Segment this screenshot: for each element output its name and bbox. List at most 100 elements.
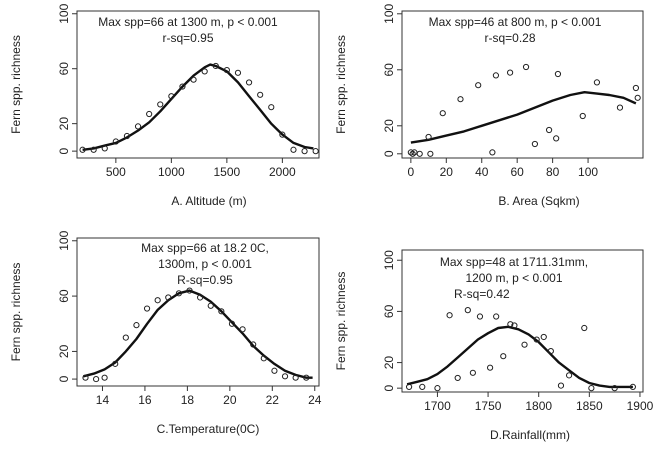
- chart-panel-2: 0 20 40 60 80 100 0 20 60 100 B. Area (Sqkm) Fern s…: [334, 3, 644, 208]
- data-point: [112, 138, 119, 145]
- x-tick-label: 1700: [424, 399, 451, 413]
- x-tick-label: 22: [266, 393, 280, 407]
- data-point: [588, 385, 595, 392]
- data-point: [581, 324, 588, 332]
- data-point: [201, 68, 208, 75]
- plot-frame: [76, 237, 320, 387]
- data-point: [632, 84, 640, 92]
- data-point: [533, 336, 540, 343]
- x-tick-label: 0: [408, 165, 415, 179]
- data-point: [553, 135, 560, 142]
- data-point: [257, 91, 264, 98]
- data-point: [427, 150, 434, 157]
- data-point: [101, 145, 108, 152]
- data-point: [565, 372, 573, 379]
- data-point: [234, 69, 242, 76]
- data-point: [82, 374, 89, 381]
- x-axis-label: B. Area (Sqkm): [498, 194, 579, 208]
- data-point: [271, 367, 278, 374]
- x-tick-label: 1750: [475, 399, 502, 413]
- data-point: [409, 150, 416, 157]
- stats-annotation: Max spp=66 at 1300 m, p < 0.001: [98, 15, 278, 29]
- data-point: [457, 96, 464, 103]
- y-tick-label: 0: [57, 147, 71, 154]
- data-point: [212, 62, 219, 70]
- y-tick-label: 100: [382, 3, 396, 23]
- x-tick-label: 500: [106, 165, 126, 179]
- data-point: [554, 70, 562, 78]
- x-tick-label: 14: [96, 393, 110, 407]
- stats-annotation: 1200 m, p < 0.001: [465, 271, 562, 285]
- data-point: [79, 146, 86, 153]
- data-point: [416, 150, 423, 157]
- data-point: [143, 305, 151, 312]
- plot-frame: [401, 10, 644, 159]
- data-point: [168, 93, 175, 100]
- data-point: [301, 148, 308, 155]
- data-point: [425, 133, 432, 141]
- x-tick-label: 2000: [269, 165, 296, 179]
- y-axis-label: Fern spp. richness: [334, 35, 348, 134]
- data-point: [476, 313, 484, 320]
- stats-annotation: r-sq=0.28: [484, 31, 535, 45]
- data-point: [579, 112, 586, 120]
- y-tick-label: 100: [57, 3, 71, 23]
- x-tick-label: 1000: [158, 165, 185, 179]
- y-axis-label: Fern spp. richness: [334, 272, 348, 371]
- data-point: [531, 140, 539, 148]
- x-tick-label: 1800: [525, 399, 552, 413]
- data-point: [175, 290, 182, 297]
- stats-annotation: Max spp=66 at 18.2 0C,: [141, 241, 269, 255]
- data-point: [439, 110, 446, 117]
- y-axis-label: Fern spp. richness: [9, 35, 23, 134]
- data-point: [545, 126, 553, 134]
- data-point: [279, 131, 286, 138]
- data-point: [475, 82, 482, 89]
- data-point: [634, 94, 641, 101]
- data-point: [281, 373, 289, 380]
- x-tick-label: 1500: [214, 165, 241, 179]
- data-point: [616, 104, 624, 111]
- data-point: [511, 322, 518, 329]
- x-tick-label: 40: [475, 165, 489, 179]
- data-point: [557, 382, 565, 389]
- data-point: [446, 312, 453, 319]
- x-tick-label: 20: [223, 393, 237, 407]
- data-point: [540, 333, 547, 341]
- data-point: [486, 364, 494, 371]
- data-point: [123, 132, 131, 140]
- data-point: [228, 320, 236, 327]
- chart-panel-3: 14 16 18 20 22 24 0 20 60 100 C.Temperature(0C) Fer…: [9, 230, 322, 436]
- data-point: [223, 66, 230, 74]
- data-point: [190, 76, 197, 83]
- data-point: [547, 347, 554, 355]
- stats-annotation: Max spp=46 at 800 m, p < 0.001: [429, 15, 602, 29]
- x-tick-label: 24: [308, 393, 322, 407]
- data-point: [629, 383, 636, 390]
- fitted-curve: [410, 91, 637, 144]
- y-tick-label: 60: [382, 63, 396, 77]
- data-point: [165, 294, 172, 301]
- y-tick-label: 0: [382, 385, 396, 392]
- x-axis-label: A. Altitude (m): [171, 194, 246, 208]
- data-point: [434, 385, 441, 392]
- chart-panel-4: 1700 1750 1800 1850 1900 0 20 60 100 D.Rainfall(m…: [334, 249, 654, 442]
- y-tick-label: 100: [57, 230, 71, 250]
- y-tick-label: 60: [57, 62, 71, 76]
- y-tick-label: 60: [382, 304, 396, 318]
- x-tick-label: 100: [578, 165, 598, 179]
- chart-panel-1: 500 1000 1500 2000 0 20 60 100 A. Altitude (m) Fe…: [9, 3, 320, 208]
- data-point: [290, 146, 297, 153]
- data-point: [179, 83, 186, 90]
- data-point: [464, 307, 471, 314]
- data-point: [112, 360, 119, 367]
- data-point: [146, 110, 153, 118]
- data-point: [250, 341, 257, 348]
- x-tick-label: 18: [181, 393, 195, 407]
- data-point: [134, 123, 142, 130]
- x-axis-label: D.Rainfall(mm): [490, 428, 570, 442]
- data-point: [493, 313, 500, 320]
- x-tick-label: 80: [546, 165, 560, 179]
- plot-frame: [401, 249, 644, 393]
